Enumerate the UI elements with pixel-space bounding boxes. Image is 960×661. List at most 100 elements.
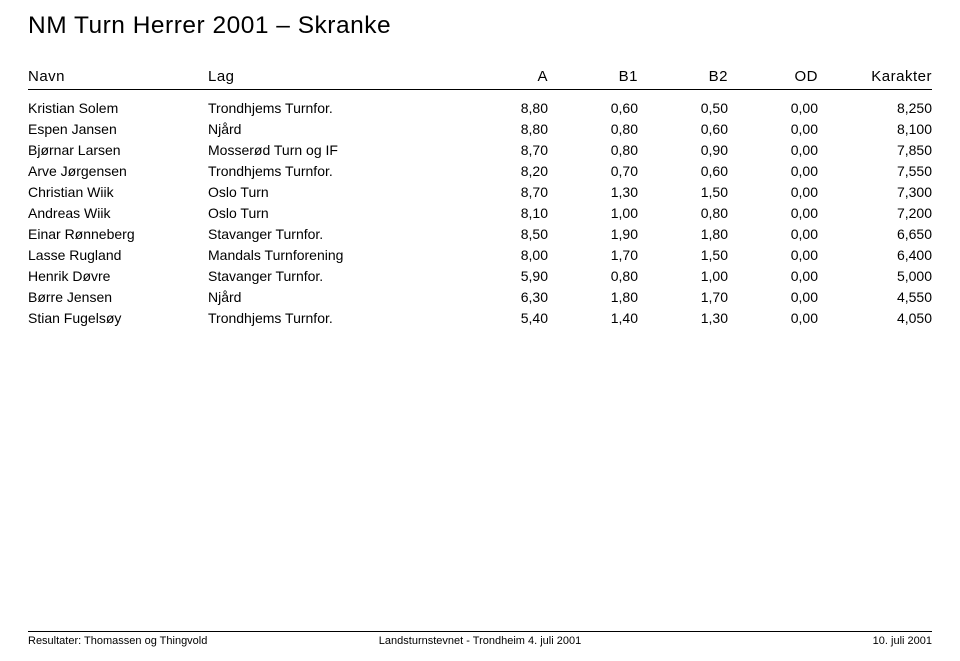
cell-od: 0,00 xyxy=(728,224,818,245)
cell-b1: 1,30 xyxy=(548,182,638,203)
cell-b1: 1,90 xyxy=(548,224,638,245)
header-navn: Navn xyxy=(28,68,208,85)
cell-karakter: 8,100 xyxy=(818,119,932,140)
cell-navn: Bjørnar Larsen xyxy=(28,140,208,161)
cell-navn: Andreas Wiik xyxy=(28,203,208,224)
cell-karakter: 5,000 xyxy=(818,266,932,287)
cell-a: 8,50 xyxy=(458,224,548,245)
page-title: NM Turn Herrer 2001 – Skranke xyxy=(28,12,950,40)
cell-lag: Njård xyxy=(208,287,458,308)
cell-karakter: 7,550 xyxy=(818,161,932,182)
cell-karakter: 7,200 xyxy=(818,203,932,224)
table-row: Bjørnar LarsenMosserød Turn og IF8,700,8… xyxy=(28,140,932,161)
header-lag: Lag xyxy=(208,68,458,85)
cell-od: 0,00 xyxy=(728,245,818,266)
cell-a: 5,40 xyxy=(458,308,548,329)
cell-b2: 1,80 xyxy=(638,224,728,245)
cell-od: 0,00 xyxy=(728,182,818,203)
cell-navn: Børre Jensen xyxy=(28,287,208,308)
cell-od: 0,00 xyxy=(728,308,818,329)
cell-karakter: 6,400 xyxy=(818,245,932,266)
cell-lag: Trondhjems Turnfor. xyxy=(208,161,458,182)
table-row: Lasse RuglandMandals Turnforening8,001,7… xyxy=(28,245,932,266)
cell-od: 0,00 xyxy=(728,161,818,182)
cell-b2: 0,60 xyxy=(638,119,728,140)
cell-od: 0,00 xyxy=(728,203,818,224)
cell-karakter: 8,250 xyxy=(818,98,932,119)
cell-navn: Stian Fugelsøy xyxy=(28,308,208,329)
cell-od: 0,00 xyxy=(728,287,818,308)
table-row: Børre JensenNjård6,301,801,700,004,550 xyxy=(28,287,932,308)
cell-karakter: 4,050 xyxy=(818,308,932,329)
cell-b2: 0,90 xyxy=(638,140,728,161)
footer-left: Resultater: Thomassen og Thingvold xyxy=(28,635,207,647)
cell-b1: 0,80 xyxy=(548,119,638,140)
cell-karakter: 6,650 xyxy=(818,224,932,245)
cell-a: 8,20 xyxy=(458,161,548,182)
cell-navn: Einar Rønneberg xyxy=(28,224,208,245)
cell-b2: 1,50 xyxy=(638,182,728,203)
cell-navn: Arve Jørgensen xyxy=(28,161,208,182)
cell-lag: Stavanger Turnfor. xyxy=(208,224,458,245)
cell-lag: Mosserød Turn og IF xyxy=(208,140,458,161)
table-body: Kristian SolemTrondhjems Turnfor.8,800,6… xyxy=(28,98,932,329)
cell-navn: Henrik Døvre xyxy=(28,266,208,287)
cell-b1: 1,40 xyxy=(548,308,638,329)
cell-navn: Kristian Solem xyxy=(28,98,208,119)
cell-a: 8,00 xyxy=(458,245,548,266)
cell-lag: Stavanger Turnfor. xyxy=(208,266,458,287)
cell-b2: 0,50 xyxy=(638,98,728,119)
cell-a: 8,10 xyxy=(458,203,548,224)
cell-b1: 0,80 xyxy=(548,266,638,287)
cell-navn: Lasse Rugland xyxy=(28,245,208,266)
cell-karakter: 7,850 xyxy=(818,140,932,161)
header-b1: B1 xyxy=(548,68,638,85)
cell-b1: 0,80 xyxy=(548,140,638,161)
header-od: OD xyxy=(728,68,818,85)
cell-b1: 0,60 xyxy=(548,98,638,119)
header-b2: B2 xyxy=(638,68,728,85)
table-header-row: Navn Lag A B1 B2 OD Karakter xyxy=(28,68,932,90)
cell-b2: 0,80 xyxy=(638,203,728,224)
header-a: A xyxy=(458,68,548,85)
table-row: Einar RønnebergStavanger Turnfor.8,501,9… xyxy=(28,224,932,245)
table-row: Henrik DøvreStavanger Turnfor.5,900,801,… xyxy=(28,266,932,287)
cell-karakter: 7,300 xyxy=(818,182,932,203)
cell-a: 8,80 xyxy=(458,98,548,119)
cell-navn: Espen Jansen xyxy=(28,119,208,140)
cell-karakter: 4,550 xyxy=(818,287,932,308)
cell-lag: Trondhjems Turnfor. xyxy=(208,308,458,329)
cell-a: 5,90 xyxy=(458,266,548,287)
cell-a: 8,70 xyxy=(458,182,548,203)
page-footer: Resultater: Thomassen og Thingvold Lands… xyxy=(28,631,932,647)
cell-lag: Oslo Turn xyxy=(208,203,458,224)
cell-b1: 1,00 xyxy=(548,203,638,224)
cell-lag: Njård xyxy=(208,119,458,140)
cell-lag: Trondhjems Turnfor. xyxy=(208,98,458,119)
cell-b1: 1,80 xyxy=(548,287,638,308)
cell-od: 0,00 xyxy=(728,119,818,140)
cell-od: 0,00 xyxy=(728,140,818,161)
cell-b2: 1,50 xyxy=(638,245,728,266)
table-row: Arve JørgensenTrondhjems Turnfor.8,200,7… xyxy=(28,161,932,182)
table-row: Espen JansenNjård8,800,800,600,008,100 xyxy=(28,119,932,140)
cell-navn: Christian Wiik xyxy=(28,182,208,203)
cell-a: 6,30 xyxy=(458,287,548,308)
footer-right: 10. juli 2001 xyxy=(873,635,932,647)
cell-od: 0,00 xyxy=(728,98,818,119)
cell-a: 8,70 xyxy=(458,140,548,161)
table-row: Stian FugelsøyTrondhjems Turnfor.5,401,4… xyxy=(28,308,932,329)
cell-b1: 0,70 xyxy=(548,161,638,182)
cell-b2: 1,70 xyxy=(638,287,728,308)
cell-b1: 1,70 xyxy=(548,245,638,266)
table-row: Andreas WiikOslo Turn8,101,000,800,007,2… xyxy=(28,203,932,224)
table-row: Christian WiikOslo Turn8,701,301,500,007… xyxy=(28,182,932,203)
cell-a: 8,80 xyxy=(458,119,548,140)
cell-b2: 1,00 xyxy=(638,266,728,287)
cell-lag: Oslo Turn xyxy=(208,182,458,203)
cell-b2: 0,60 xyxy=(638,161,728,182)
cell-lag: Mandals Turnforening xyxy=(208,245,458,266)
cell-od: 0,00 xyxy=(728,266,818,287)
header-karakter: Karakter xyxy=(818,68,932,85)
cell-b2: 1,30 xyxy=(638,308,728,329)
